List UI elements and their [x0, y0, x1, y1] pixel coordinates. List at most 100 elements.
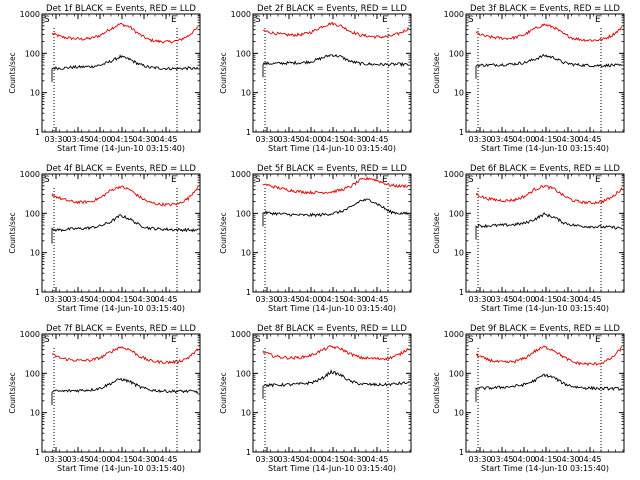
x-tick-label: 04:30	[132, 135, 155, 144]
x-tick-label: 04:45	[365, 455, 388, 464]
x-axis-label: Start Time (14-Jun-10 03:15:40)	[481, 144, 609, 153]
chart-panel-7: Det 7f BLACK = Events, RED = LLD 1 10 100 10…	[8, 324, 201, 473]
start-marker: S	[44, 175, 50, 185]
y-tick-label: 1	[35, 128, 40, 137]
x-tick-label: 03:45	[66, 295, 89, 304]
y-tick-label: 100	[25, 209, 40, 218]
x-axis-label: Start Time (14-Jun-10 03:15:40)	[57, 144, 185, 153]
x-tick-label: 03:45	[490, 295, 513, 304]
chart-panel-4: Det 4f BLACK = Events, RED = LLD 1 10 100 10…	[8, 164, 201, 313]
chart-panel-3: Det 3f BLACK = Events, RED = LLD 1 10 100 10…	[432, 4, 625, 153]
x-tick-label: 04:45	[154, 455, 177, 464]
chart-title: Det 7f BLACK = Events, RED = LLD	[46, 324, 196, 334]
x-tick-label: 04:30	[343, 295, 366, 304]
plot-frame	[465, 13, 625, 133]
start-marker: S	[468, 175, 474, 185]
y-axis-label: Counts/sec	[8, 52, 17, 93]
start-marker: S	[468, 335, 474, 345]
chart-title: Det 3f BLACK = Events, RED = LLD	[470, 4, 620, 14]
y-tick-label: 10	[241, 89, 251, 98]
end-marker: E	[382, 15, 388, 25]
y-tick-label: 10	[30, 409, 40, 418]
y-axis-label: Counts/sec	[219, 372, 228, 413]
x-tick-label: 04:30	[132, 295, 155, 304]
x-tick-label: 03:30	[44, 135, 67, 144]
x-tick-label: 04:15	[534, 455, 557, 464]
y-tick-label: 10	[454, 249, 464, 258]
chart-title: Det 8f BLACK = Events, RED = LLD	[257, 324, 407, 334]
y-tick-label: 1000	[444, 330, 464, 339]
y-tick-label: 100	[449, 49, 464, 58]
lld-series-line	[475, 23, 623, 42]
events-series-line	[475, 212, 623, 240]
x-tick-label: 04:30	[556, 295, 579, 304]
x-tick-label: 03:30	[255, 135, 278, 144]
x-tick-label: 03:45	[66, 135, 89, 144]
events-series-line	[51, 377, 199, 405]
plot-frame	[465, 333, 625, 453]
x-tick-label: 04:00	[88, 135, 111, 144]
y-tick-label: 100	[449, 369, 464, 378]
y-tick-label: 100	[25, 369, 40, 378]
events-series-line	[262, 198, 410, 227]
x-tick-label: 03:30	[468, 295, 491, 304]
x-axis-label: Start Time (14-Jun-10 03:15:40)	[268, 144, 396, 153]
events-series-line	[262, 53, 410, 78]
x-tick-label: 03:45	[66, 455, 89, 464]
plot-frame	[465, 173, 625, 293]
end-marker: E	[595, 15, 601, 25]
start-marker: S	[44, 335, 50, 345]
y-tick-label: 1	[459, 288, 464, 297]
end-marker: E	[171, 15, 177, 25]
events-series-line	[51, 214, 199, 244]
x-tick-label: 04:15	[110, 295, 133, 304]
x-tick-label: 04:00	[512, 295, 535, 304]
x-tick-label: 04:00	[299, 135, 322, 144]
events-series-line	[262, 369, 410, 399]
x-tick-label: 04:30	[132, 455, 155, 464]
chart-title: Det 2f BLACK = Events, RED = LLD	[257, 4, 407, 14]
x-tick-label: 03:30	[44, 455, 67, 464]
x-tick-label: 04:00	[88, 455, 111, 464]
y-axis-label: Counts/sec	[219, 212, 228, 253]
y-tick-label: 10	[454, 89, 464, 98]
y-axis-label: Counts/sec	[432, 372, 441, 413]
lld-series-line	[262, 176, 410, 195]
end-marker: E	[382, 335, 388, 345]
x-axis-label: Start Time (14-Jun-10 03:15:40)	[57, 304, 185, 313]
lld-series-line	[475, 345, 623, 367]
y-tick-label: 1000	[20, 170, 40, 179]
y-tick-label: 1	[459, 128, 464, 137]
start-marker: S	[255, 15, 261, 25]
x-tick-label: 03:30	[468, 135, 491, 144]
lld-series-line	[475, 185, 623, 205]
x-tick-label: 04:00	[299, 295, 322, 304]
start-marker: S	[255, 175, 261, 185]
plot-frame	[41, 13, 201, 133]
y-tick-label: 1000	[231, 170, 251, 179]
lld-series-line	[51, 346, 199, 365]
x-tick-label: 03:45	[490, 135, 513, 144]
x-tick-label: 04:30	[343, 455, 366, 464]
x-axis-label: Start Time (14-Jun-10 03:15:40)	[268, 304, 396, 313]
lld-series-line	[51, 22, 199, 44]
y-tick-label: 1	[246, 448, 251, 457]
x-tick-label: 04:45	[154, 135, 177, 144]
y-axis-label: Counts/sec	[432, 212, 441, 253]
y-tick-label: 1	[35, 448, 40, 457]
y-tick-label: 100	[25, 49, 40, 58]
lld-series-line	[262, 345, 410, 361]
y-tick-label: 1000	[20, 330, 40, 339]
x-tick-label: 03:45	[277, 295, 300, 304]
y-tick-label: 1000	[444, 170, 464, 179]
end-marker: E	[382, 175, 388, 185]
events-series-line	[475, 373, 623, 402]
x-tick-label: 03:30	[468, 455, 491, 464]
y-axis-label: Counts/sec	[8, 372, 17, 413]
x-tick-label: 04:00	[88, 295, 111, 304]
plot-frame	[252, 333, 412, 453]
y-tick-label: 1000	[231, 330, 251, 339]
y-tick-label: 1	[35, 288, 40, 297]
y-tick-label: 1	[246, 288, 251, 297]
